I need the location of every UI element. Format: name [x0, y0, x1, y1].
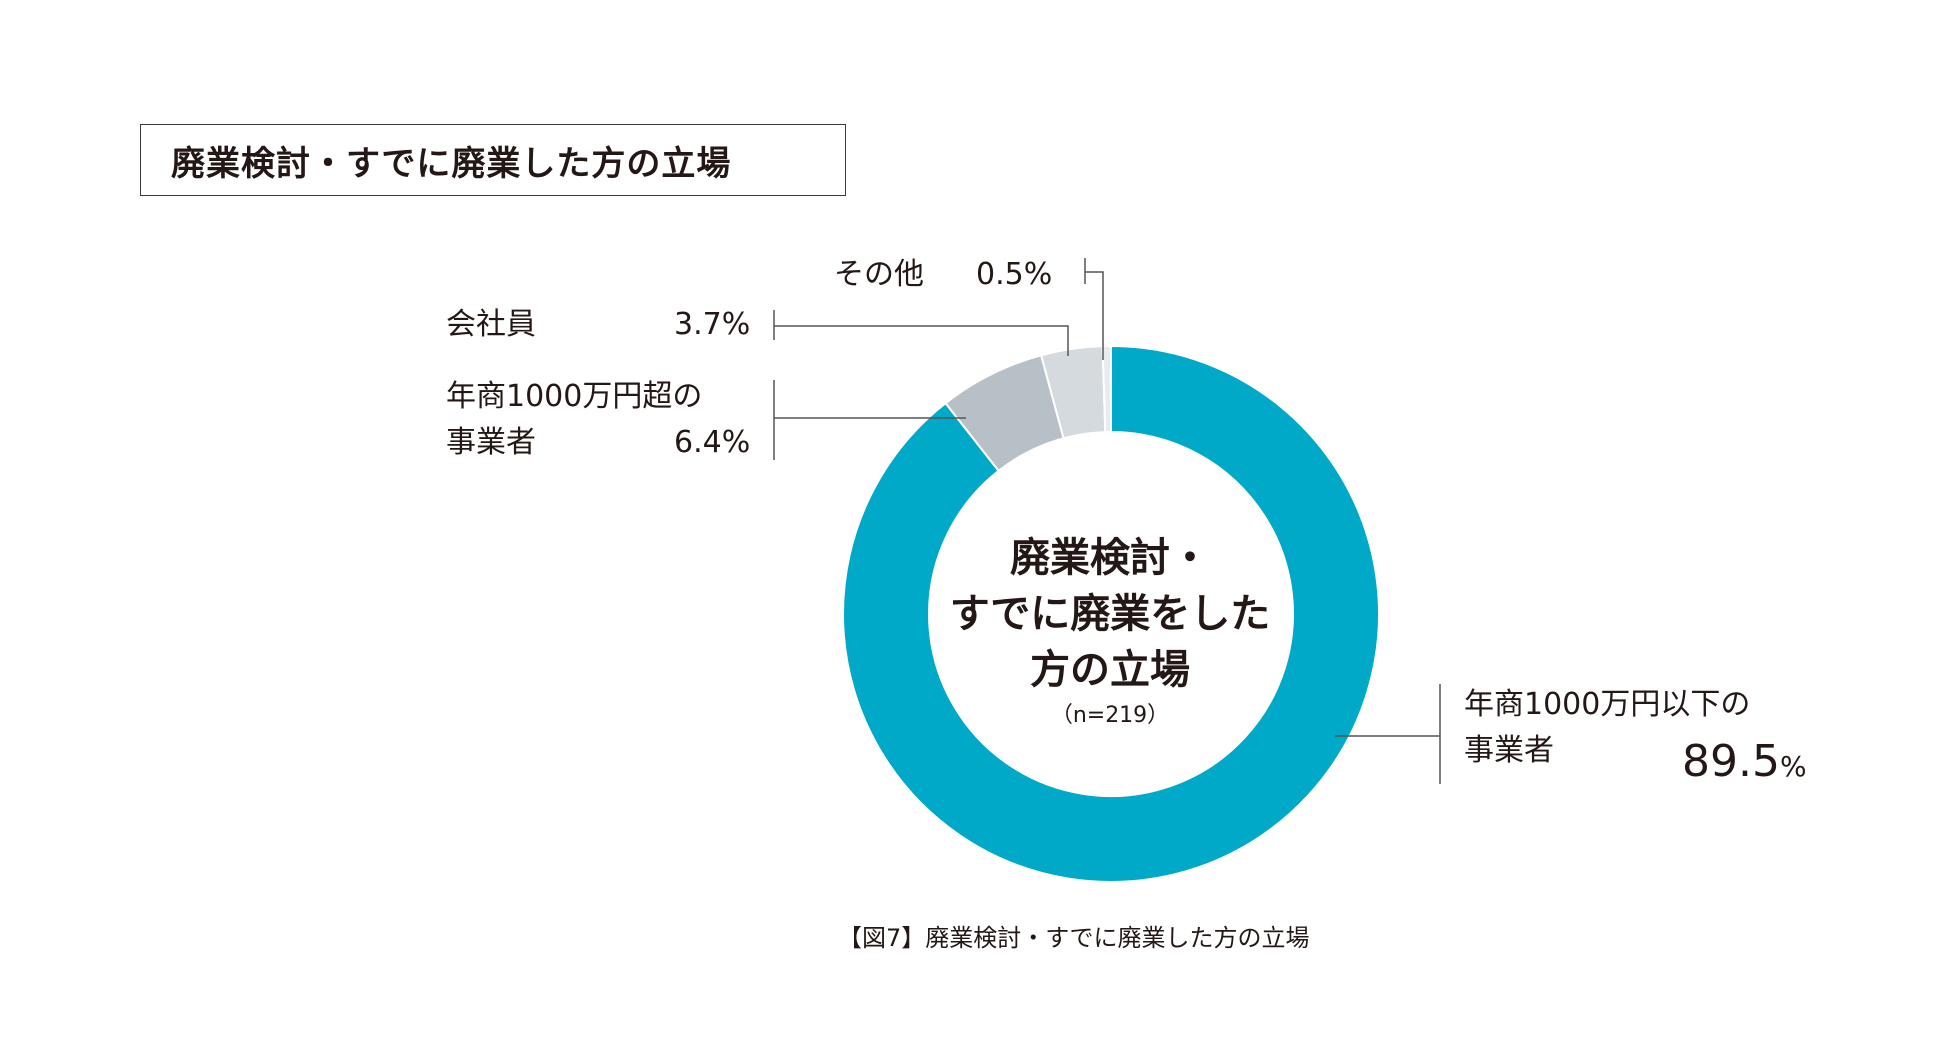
leader-line-employee	[773, 310, 1069, 356]
pct-other: 0.5%	[976, 257, 1053, 292]
donut-slices	[842, 344, 1380, 883]
sample-size: （n=219）	[1050, 703, 1170, 728]
leader-line-mid-biz	[773, 380, 966, 460]
pct-large-biz: 89.5%	[1682, 740, 1807, 784]
pct-large-biz-number: 89.5	[1682, 736, 1780, 787]
donut-slice-4	[1101, 344, 1112, 434]
leader-lines	[773, 258, 1441, 784]
label-mid-biz-1: 年商1000万円超の	[446, 379, 703, 414]
label-mid-biz-2: 事業者	[446, 425, 536, 460]
pct-mid-biz: 6.4%	[674, 425, 751, 460]
center-line-1: 廃業検討・	[1010, 535, 1210, 581]
label-large-biz-2: 事業者	[1464, 733, 1554, 768]
pct-employee: 3.7%	[674, 307, 751, 342]
pct-large-biz-unit: %	[1779, 750, 1807, 783]
donut-center-label: 廃業検討・ すでに廃業をした 方の立場 （n=219）	[900, 530, 1320, 734]
label-large-biz-1: 年商1000万円以下の	[1464, 687, 1751, 722]
center-line-2: すでに廃業をした	[949, 591, 1271, 637]
chart-title: 廃業検討・すでに廃業した方の立場	[140, 124, 846, 196]
donut-slice-1	[842, 344, 1380, 883]
figure-caption: 【図7】廃業検討・すでに廃業した方の立場	[838, 924, 1310, 952]
leader-line-other	[1084, 258, 1104, 360]
label-other: その他	[834, 257, 924, 292]
center-line-3: 方の立場	[1030, 647, 1190, 693]
label-employee: 会社員	[446, 307, 536, 342]
leader-line-large-biz	[1335, 684, 1441, 784]
